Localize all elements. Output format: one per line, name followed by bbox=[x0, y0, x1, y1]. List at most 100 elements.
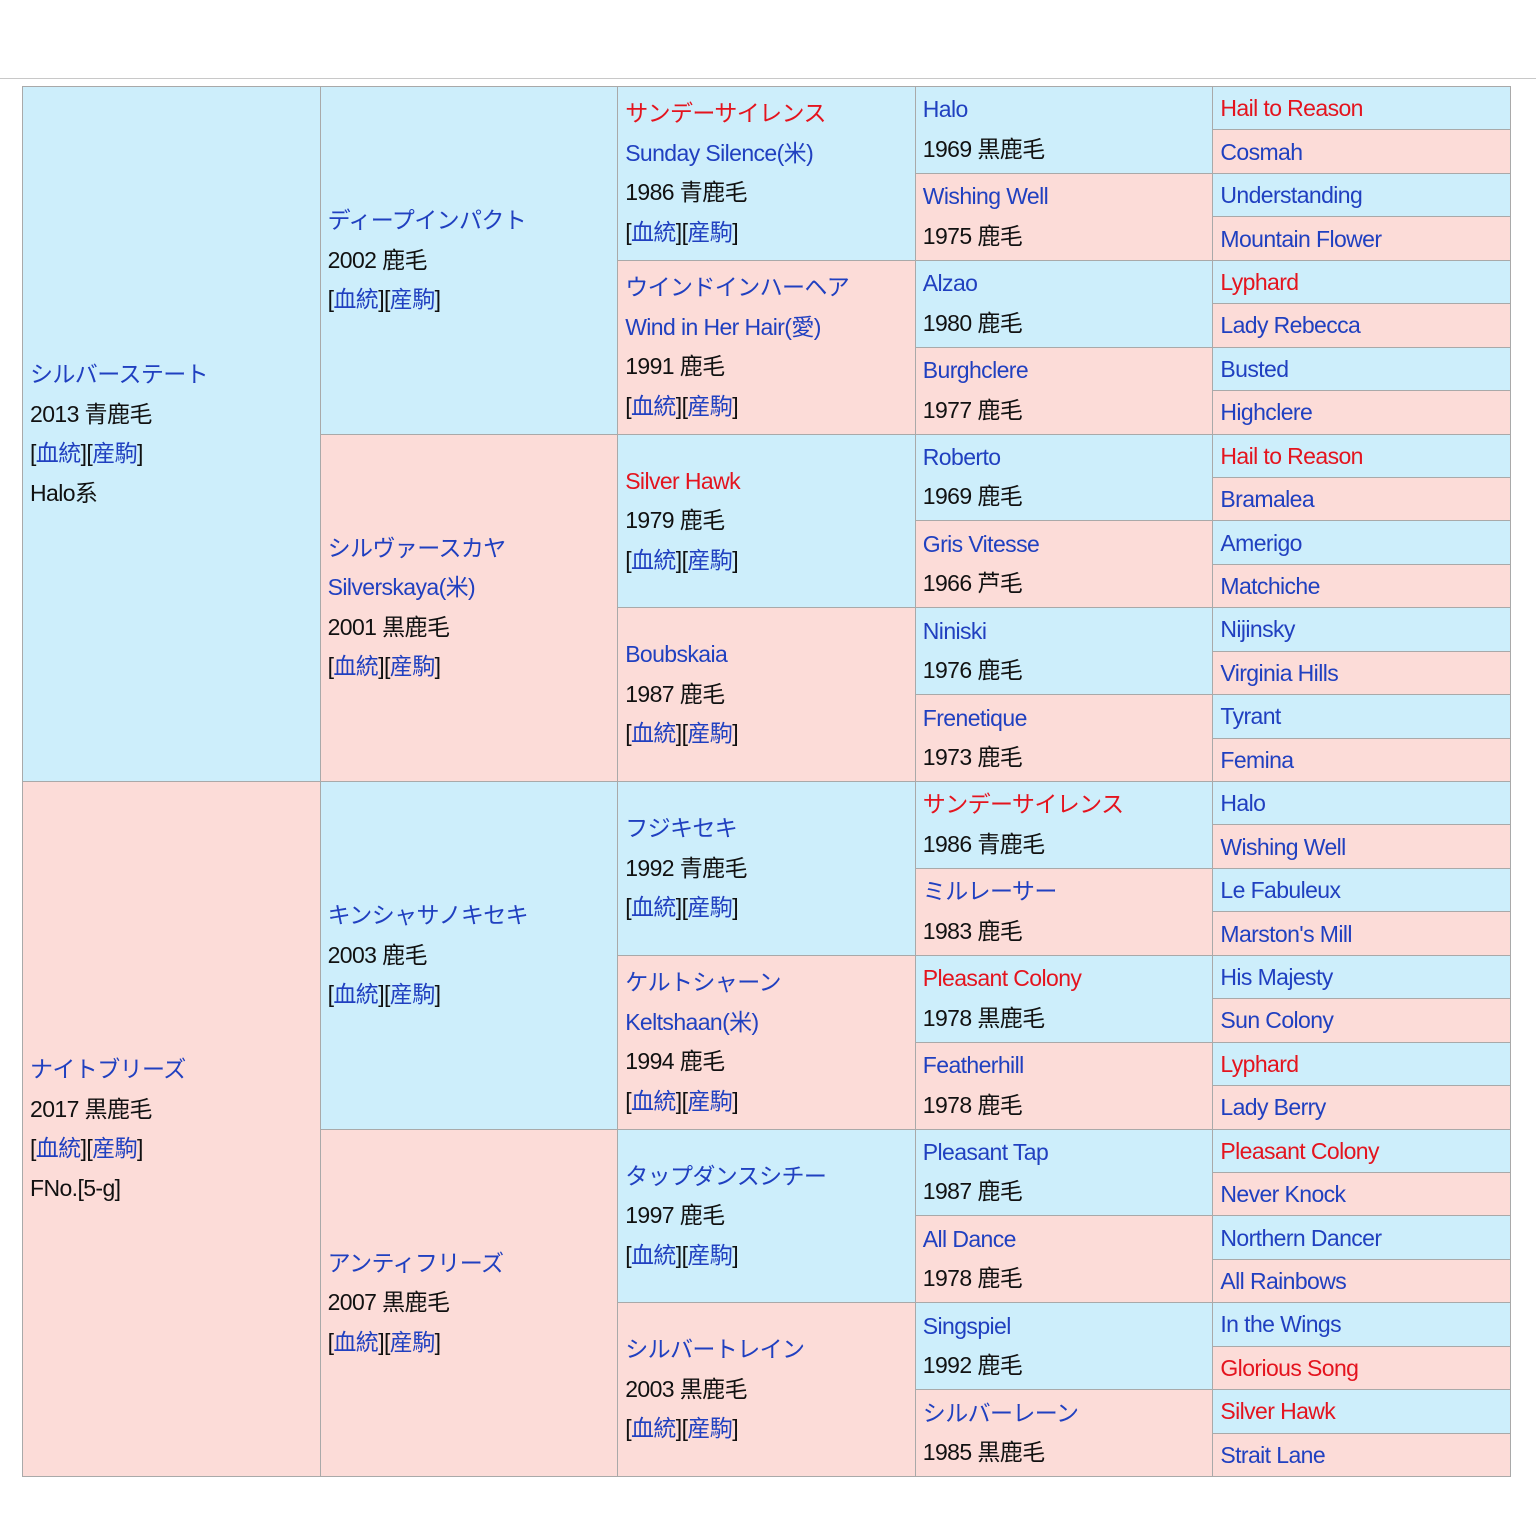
link[interactable]: 産駒 bbox=[389, 981, 435, 1007]
horse-name[interactable]: Busted bbox=[1220, 355, 1289, 382]
horse-name[interactable]: Nijinsky bbox=[1220, 616, 1295, 643]
horse-name[interactable]: フジキセキ bbox=[625, 815, 738, 842]
horse-name[interactable]: Highclere bbox=[1220, 399, 1313, 426]
link[interactable]: 産駒 bbox=[687, 218, 733, 245]
link[interactable]: 血統 bbox=[35, 440, 81, 466]
horse-name[interactable]: Lyphard bbox=[1220, 1050, 1299, 1077]
horse-name[interactable]: Wishing Well bbox=[922, 183, 1049, 210]
link[interactable]: 血統 bbox=[333, 286, 379, 312]
horse-name[interactable]: キンシャサノキセキ bbox=[327, 902, 529, 928]
link[interactable]: 産駒 bbox=[92, 440, 138, 466]
horse-name[interactable]: サンデーサイレンス bbox=[922, 791, 1124, 818]
horse-name[interactable]: Wishing Well bbox=[1220, 833, 1346, 860]
link[interactable]: 血統 bbox=[333, 653, 379, 680]
horse-name[interactable]: Amerigo bbox=[1220, 529, 1302, 556]
horse-name[interactable]: Gris Vitesse bbox=[922, 530, 1040, 557]
horse-name[interactable]: Niniski bbox=[922, 617, 987, 644]
horse-name[interactable]: Lyphard bbox=[1220, 268, 1299, 295]
link[interactable]: 血統 bbox=[630, 392, 676, 419]
horse-name[interactable]: Alzao bbox=[922, 270, 978, 297]
horse-name[interactable]: Sun Colony bbox=[1220, 1007, 1334, 1034]
horse-name[interactable]: Silverskaya(米) bbox=[327, 574, 476, 601]
horse-name[interactable]: All Rainbows bbox=[1220, 1268, 1347, 1295]
horse-name[interactable]: Pleasant Colony bbox=[1220, 1137, 1379, 1164]
horse-name[interactable]: Boubskaia bbox=[625, 641, 728, 668]
horse-name[interactable]: Marston's Mill bbox=[1220, 920, 1352, 947]
horse-name[interactable]: Cosmah bbox=[1220, 138, 1303, 165]
horse-name[interactable]: Featherhill bbox=[922, 1052, 1024, 1079]
link[interactable]: 血統 bbox=[630, 720, 676, 747]
bracket: ][ bbox=[378, 981, 390, 1007]
horse-name[interactable]: Tyrant bbox=[1220, 703, 1281, 730]
horse-name[interactable]: Northern Dancer bbox=[1220, 1224, 1382, 1251]
link[interactable]: 血統 bbox=[35, 1135, 81, 1161]
horse-name[interactable]: Lady Berry bbox=[1220, 1094, 1326, 1121]
horse-name[interactable]: All Dance bbox=[922, 1225, 1017, 1252]
horse-name[interactable]: Pleasant Colony bbox=[922, 965, 1082, 992]
horse-name[interactable]: シルバーステート bbox=[30, 361, 209, 387]
link[interactable]: 血統 bbox=[630, 1415, 676, 1442]
horse-name[interactable]: サンデーサイレンス bbox=[625, 100, 826, 127]
link[interactable]: 血統 bbox=[630, 894, 676, 921]
horse-name[interactable]: Mountain Flower bbox=[1220, 225, 1382, 252]
horse-name[interactable]: Roberto bbox=[922, 443, 1001, 470]
horse-name[interactable]: ナイトブリーズ bbox=[30, 1056, 186, 1082]
horse-name[interactable]: Silver Hawk bbox=[1220, 1398, 1336, 1425]
horse-name[interactable]: Femina bbox=[1220, 746, 1294, 773]
link[interactable]: 産駒 bbox=[687, 1415, 733, 1442]
link[interactable]: 産駒 bbox=[687, 1087, 733, 1114]
link[interactable]: 産駒 bbox=[389, 1328, 435, 1355]
horse-name[interactable]: Understanding bbox=[1220, 182, 1363, 209]
link[interactable]: 血統 bbox=[630, 218, 676, 245]
horse-name[interactable]: Bramalea bbox=[1220, 486, 1315, 513]
link[interactable]: 産駒 bbox=[687, 392, 733, 419]
horse-name[interactable]: Frenetique bbox=[922, 704, 1028, 731]
horse-name[interactable]: Never Knock bbox=[1220, 1181, 1346, 1208]
horse-name[interactable]: ケルトシャーン bbox=[625, 969, 781, 996]
horse-name[interactable]: Sunday Silence(米) bbox=[625, 139, 814, 166]
horse-name[interactable]: Hail to Reason bbox=[1220, 95, 1363, 122]
horse-name[interactable]: Burghclere bbox=[922, 357, 1029, 384]
horse-name[interactable]: Glorious Song bbox=[1220, 1354, 1359, 1381]
pedigree-cell: Pleasant Tap 1987 鹿毛 bbox=[914, 1128, 1214, 1217]
bracket: [ bbox=[625, 1241, 631, 1268]
info-line: 1976 鹿毛 bbox=[923, 651, 1213, 691]
horse-name[interactable]: His Majesty bbox=[1220, 963, 1333, 990]
horse-name[interactable]: ウインドインハーヘア bbox=[625, 274, 850, 301]
horse-name[interactable]: ミルレーサー bbox=[922, 878, 1058, 905]
bracket: ][ bbox=[80, 1135, 93, 1161]
horse-name[interactable]: Lady Rebecca bbox=[1220, 312, 1361, 339]
link[interactable]: 血統 bbox=[630, 1241, 676, 1268]
link[interactable]: 産駒 bbox=[389, 653, 435, 680]
horse-name[interactable]: ディープインパクト bbox=[327, 207, 527, 233]
horse-name[interactable]: Halo bbox=[922, 96, 969, 123]
horse-name[interactable]: Hail to Reason bbox=[1220, 442, 1363, 469]
link[interactable]: 血統 bbox=[333, 1328, 379, 1355]
horse-name[interactable]: シルヴァースカヤ bbox=[327, 534, 507, 561]
link[interactable]: 産駒 bbox=[687, 1241, 733, 1268]
link[interactable]: 産駒 bbox=[687, 720, 733, 747]
link[interactable]: 血統 bbox=[630, 1087, 676, 1114]
horse-name[interactable]: Virginia Hills bbox=[1220, 659, 1339, 686]
link[interactable]: 血統 bbox=[630, 546, 676, 573]
link[interactable]: 産駒 bbox=[687, 546, 733, 573]
horse-name[interactable]: Strait Lane bbox=[1220, 1441, 1326, 1468]
pedigree-cell: シルバーステート 2013 青鹿毛 [血統][産駒] Halo系 bbox=[22, 86, 321, 782]
horse-name[interactable]: Matchiche bbox=[1220, 573, 1320, 600]
link[interactable]: 産駒 bbox=[92, 1135, 138, 1161]
horse-name[interactable]: Wind in Her Hair(愛) bbox=[625, 313, 821, 340]
horse-name[interactable]: アンティフリーズ bbox=[327, 1249, 504, 1276]
horse-name[interactable]: Silver Hawk bbox=[625, 467, 741, 494]
horse-name[interactable]: Keltshaan(米) bbox=[625, 1008, 759, 1035]
horse-name[interactable]: In the Wings bbox=[1220, 1311, 1342, 1338]
horse-name[interactable]: Le Fabuleux bbox=[1220, 877, 1341, 904]
horse-name[interactable]: Singspiel bbox=[922, 1312, 1012, 1339]
horse-name[interactable]: Pleasant Tap bbox=[922, 1138, 1049, 1165]
horse-name[interactable]: シルバーレーン bbox=[922, 1399, 1079, 1426]
link[interactable]: 血統 bbox=[333, 981, 379, 1007]
horse-name[interactable]: タップダンスシチー bbox=[625, 1162, 827, 1189]
link[interactable]: 産駒 bbox=[687, 894, 733, 921]
horse-name[interactable]: シルバートレイン bbox=[625, 1336, 805, 1363]
link[interactable]: 産駒 bbox=[389, 286, 435, 312]
horse-name[interactable]: Halo bbox=[1220, 790, 1266, 817]
